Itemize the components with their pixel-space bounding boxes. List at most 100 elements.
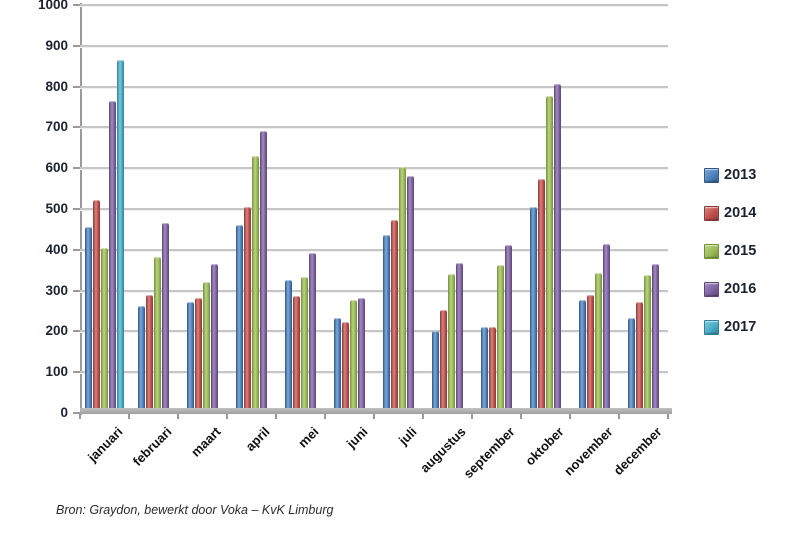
bar-2013-oktober: [530, 206, 537, 413]
bar-2014-juni: [342, 321, 349, 413]
y-tick-label: 100: [45, 364, 68, 380]
y-tick-label: 600: [45, 160, 68, 176]
bar-2013-december: [628, 317, 635, 413]
legend-label-2016: 2016: [724, 281, 757, 297]
bar-2016-mei: [309, 253, 316, 413]
x-tick-mark: [520, 413, 522, 419]
x-tick-mark: [618, 413, 620, 419]
bar-2015-juni: [350, 299, 357, 413]
gridline: [80, 85, 668, 89]
y-tick-label: 700: [45, 119, 68, 135]
bar-2015-juli: [399, 166, 406, 413]
legend-item-2016: 2016: [704, 281, 757, 297]
x-tick-mark: [422, 413, 424, 419]
bar-2015-december: [644, 275, 651, 413]
y-tick-mark: [73, 248, 81, 251]
bar-2016-juni: [358, 297, 365, 413]
bar-2016-oktober: [554, 83, 561, 413]
x-tick-mark: [226, 413, 228, 419]
y-tick-label: 900: [45, 37, 68, 53]
x-tick-mark: [177, 413, 179, 419]
bar-2015-januari: [101, 247, 108, 413]
gridline: [80, 4, 668, 7]
y-tick-mark: [73, 289, 81, 292]
legend-label-2015: 2015: [724, 243, 757, 259]
x-tick-mark: [667, 413, 669, 419]
y-tick-mark: [73, 44, 81, 47]
x-tick-mark: [569, 413, 571, 419]
bar-2014-juli: [391, 220, 398, 413]
bar-2016-maart: [211, 264, 218, 413]
source-note: Bron: Graydon, bewerkt door Voka – KvK L…: [56, 503, 334, 517]
gridline: [80, 208, 668, 211]
gridline: [80, 248, 668, 252]
y-tick-mark: [73, 330, 81, 333]
legend-item-2015: 2015: [704, 243, 757, 259]
y-tick-mark: [73, 167, 81, 170]
y-tick-label: 800: [45, 78, 68, 94]
bar-2014-maart: [195, 297, 202, 413]
bar-2013-augustus: [432, 330, 439, 413]
bar-2015-september: [497, 265, 504, 413]
bar-2014-augustus: [440, 309, 447, 413]
gridline: [80, 44, 668, 48]
legend-swatch-2015: [704, 243, 719, 259]
bar-2016-februari: [162, 222, 169, 413]
bar-2014-februari: [146, 295, 153, 413]
bar-2013-februari: [138, 305, 145, 413]
legend-swatch-2017: [704, 319, 719, 335]
bar-2013-januari: [85, 227, 92, 413]
legend-label-2014: 2014: [724, 205, 757, 221]
bar-2016-april: [260, 131, 267, 413]
bar-2014-november: [587, 295, 594, 413]
bar-2017-januari: [117, 60, 124, 413]
x-tick-mark: [373, 413, 375, 419]
bar-2016-augustus: [456, 263, 463, 413]
x-tick-mark: [471, 413, 473, 419]
y-tick-mark: [73, 412, 81, 414]
y-tick-label: 400: [45, 241, 68, 257]
bar-2013-november: [579, 299, 586, 413]
y-tick-mark: [73, 208, 81, 210]
bar-2016-januari: [109, 100, 116, 413]
bar-2014-oktober: [538, 179, 545, 413]
bar-2015-april: [252, 155, 259, 413]
legend: 2013 2014 2015 2016 2017: [704, 167, 757, 358]
bar-2015-mei: [301, 277, 308, 413]
gridline: [80, 167, 668, 171]
bar-2013-mei: [285, 280, 292, 413]
bar-2014-april: [244, 206, 251, 413]
y-tick-label: 1000: [37, 0, 68, 12]
x-tick-mark: [128, 413, 130, 419]
x-tick-mark: [275, 413, 277, 419]
bar-2013-april: [236, 224, 243, 413]
legend-label-2013: 2013: [724, 167, 757, 183]
bar-2016-november: [603, 244, 610, 413]
bar-2014-januari: [93, 200, 100, 413]
bar-2015-maart: [203, 282, 210, 413]
y-tick-label: 300: [45, 282, 68, 298]
y-tick-label: 500: [45, 201, 68, 216]
bar-2015-oktober: [546, 95, 553, 413]
legend-swatch-2013: [704, 167, 719, 183]
bar-2015-november: [595, 273, 602, 413]
bar-2014-september: [489, 327, 496, 413]
gridline: [80, 289, 668, 293]
x-tick-mark: [324, 413, 326, 419]
y-tick-label: 200: [45, 323, 68, 339]
bar-2014-december: [636, 301, 643, 413]
bar-2015-augustus: [448, 274, 455, 413]
bar-2013-juli: [383, 234, 390, 413]
y-tick-mark: [73, 371, 81, 374]
x-axis-floor: [80, 408, 672, 414]
legend-swatch-2014: [704, 205, 719, 221]
legend-item-2014: 2014: [704, 205, 757, 221]
bar-2016-september: [505, 245, 512, 413]
bar-2016-december: [652, 264, 659, 413]
y-tick-mark: [73, 4, 81, 6]
legend-swatch-2016: [704, 281, 719, 297]
y-tick-label: 0: [60, 405, 68, 420]
y-tick-mark: [73, 85, 81, 88]
gridline: [80, 126, 668, 130]
